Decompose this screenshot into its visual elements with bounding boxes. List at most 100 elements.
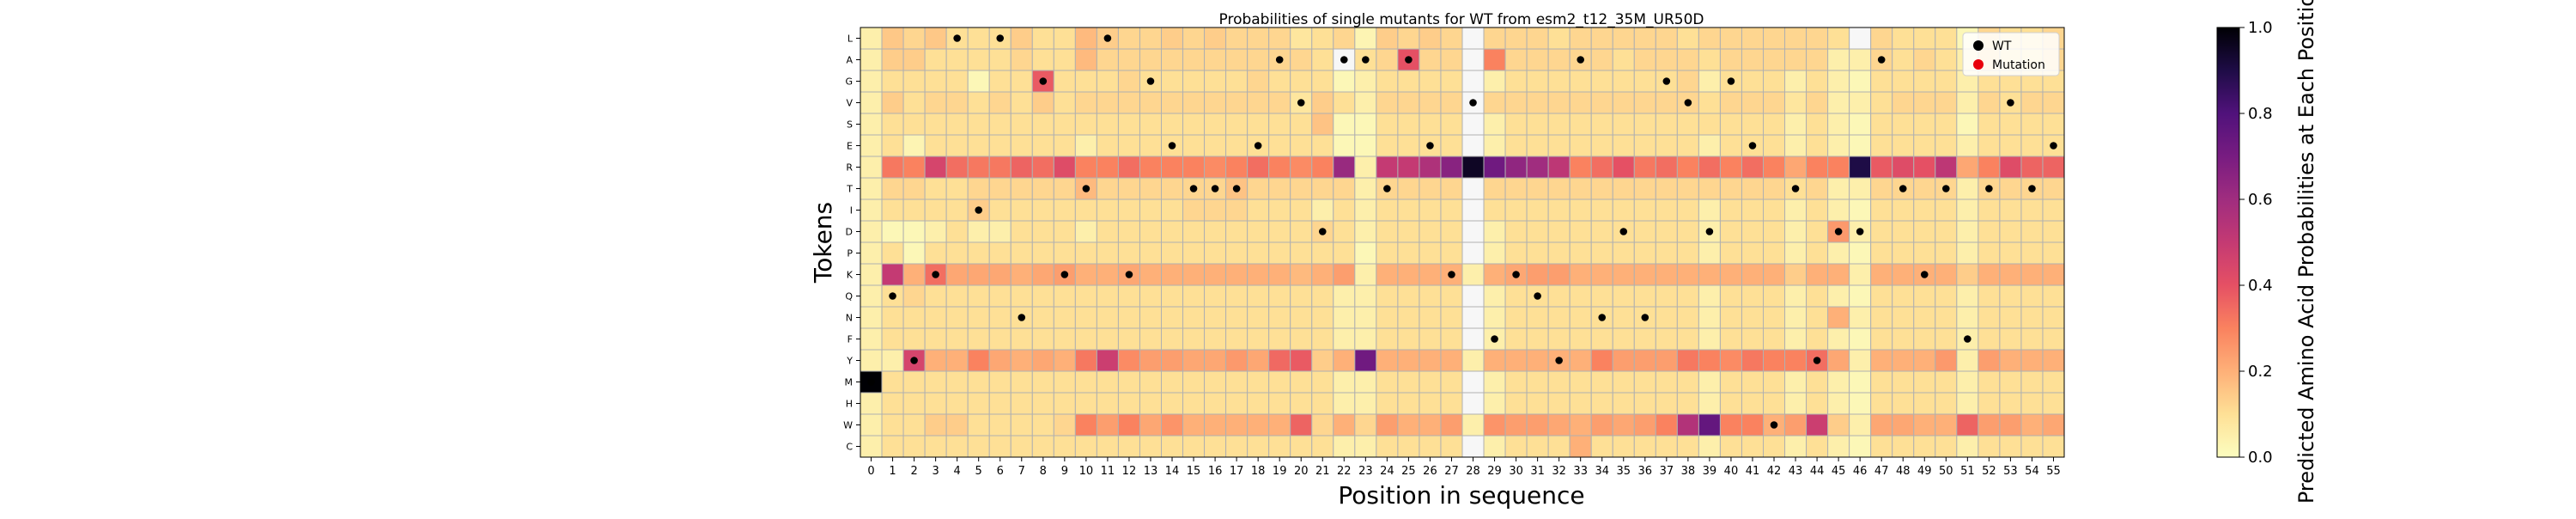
- heatmap-cell: [1676, 370, 1699, 394]
- heatmap-cell: [1526, 327, 1549, 351]
- heatmap-cell: [1504, 198, 1528, 222]
- heatmap-cell: [1978, 327, 2001, 351]
- heatmap-cell: [1676, 327, 1699, 351]
- heatmap-cell: [1247, 113, 1270, 136]
- heatmap-cell: [1763, 284, 1786, 308]
- legend-label: WT: [1992, 40, 2012, 53]
- heatmap-cell: [1074, 113, 1097, 136]
- heatmap-cell: [1827, 70, 1850, 93]
- heatmap-cell: [1827, 306, 1850, 329]
- heatmap-cell: [945, 349, 969, 372]
- heatmap-cell: [1633, 48, 1656, 71]
- heatmap-cell: [1182, 27, 1206, 50]
- heatmap-cell: [1590, 327, 1613, 351]
- heatmap-cell: [1999, 413, 2022, 437]
- heatmap-cell: [967, 370, 990, 394]
- heatmap-cell: [1978, 435, 2001, 458]
- y-tick-label: L: [848, 34, 854, 45]
- heatmap-cell: [1504, 327, 1528, 351]
- heatmap-cell: [967, 327, 990, 351]
- heatmap-cell: [1311, 284, 1334, 308]
- y-tick-label: R: [846, 162, 853, 174]
- heatmap-cell: [1397, 113, 1420, 136]
- heatmap-cell: [1161, 70, 1184, 93]
- heatmap-cell: [1569, 241, 1592, 265]
- heatmap-cell: [1419, 413, 1442, 437]
- heatmap-cell: [1935, 392, 1958, 415]
- heatmap-cell: [1741, 435, 1764, 458]
- heatmap-cell: [1741, 113, 1764, 136]
- heatmap-cell: [2020, 198, 2044, 222]
- heatmap-cell: [1333, 284, 1356, 308]
- heatmap-cell: [1655, 263, 1678, 286]
- heatmap-cell: [1483, 284, 1506, 308]
- heatmap-cell: [1935, 327, 1958, 351]
- heatmap-cell: [1741, 327, 1764, 351]
- heatmap-cell: [1763, 91, 1786, 114]
- heatmap-cell: [1311, 91, 1334, 114]
- heatmap-cell: [1483, 220, 1506, 243]
- heatmap-cell: [1053, 198, 1076, 222]
- heatmap-cell: [902, 134, 926, 157]
- heatmap-cell: [1612, 392, 1635, 415]
- heatmap-cell: [1354, 220, 1377, 243]
- heatmap-cell: [1806, 241, 1829, 265]
- heatmap-cell: [1397, 70, 1420, 93]
- heatmap-cell: [1139, 306, 1162, 329]
- heatmap-cell: [1354, 27, 1377, 50]
- heatmap-cell: [1999, 241, 2022, 265]
- x-tick-label: 10: [1079, 465, 1094, 478]
- heatmap-cell: [1612, 306, 1635, 329]
- heatmap-cell: [1849, 113, 1872, 136]
- heatmap-cell: [1892, 70, 1915, 93]
- heatmap-cell: [1504, 27, 1528, 50]
- heatmap-cell: [1031, 198, 1054, 222]
- heatmap-cell: [1419, 113, 1442, 136]
- heatmap-cell: [1440, 349, 1463, 372]
- heatmap-cell: [1461, 327, 1485, 351]
- heatmap-cell: [988, 48, 1012, 71]
- heatmap-cell: [1397, 327, 1420, 351]
- wt-marker: [1770, 421, 1778, 429]
- heatmap-cell: [1999, 113, 2022, 136]
- heatmap-cell: [1849, 392, 1872, 415]
- heatmap-cell: [1311, 413, 1334, 437]
- heatmap-cell: [1698, 349, 1721, 372]
- heatmap-cell: [1935, 413, 1958, 437]
- heatmap-cell: [1204, 134, 1227, 157]
- heatmap-cell: [1633, 435, 1656, 458]
- heatmap-cell: [1827, 198, 1850, 222]
- heatmap-cell: [1676, 27, 1699, 50]
- heatmap-cell: [1763, 220, 1786, 243]
- x-tick-label: 36: [1638, 465, 1653, 478]
- heatmap-cell: [1569, 435, 1592, 458]
- heatmap-cell: [1354, 134, 1377, 157]
- heatmap-cell: [1182, 327, 1206, 351]
- heatmap-cell: [1333, 306, 1356, 329]
- heatmap-cell: [2020, 241, 2044, 265]
- heatmap-cell: [881, 306, 904, 329]
- heatmap-cell: [1096, 263, 1119, 286]
- heatmap-cell: [1225, 435, 1249, 458]
- heatmap-cell: [1311, 435, 1334, 458]
- heatmap-cell: [1698, 413, 1721, 437]
- heatmap-cell: [1225, 134, 1249, 157]
- heatmap-cell: [1333, 177, 1356, 200]
- heatmap-cell: [1870, 284, 1893, 308]
- heatmap-cell: [2042, 349, 2065, 372]
- heatmap-cell: [1763, 198, 1786, 222]
- heatmap-cell: [1526, 70, 1549, 93]
- heatmap-cell: [1913, 113, 1936, 136]
- heatmap-cell: [1074, 48, 1097, 71]
- heatmap-cell: [860, 198, 883, 222]
- heatmap-cell: [988, 263, 1012, 286]
- heatmap-cell: [1849, 91, 1872, 114]
- heatmap-cell: [1247, 48, 1270, 71]
- heatmap-cell: [1526, 349, 1549, 372]
- heatmap-cell: [1827, 113, 1850, 136]
- heatmap-cell: [1784, 263, 1807, 286]
- wt-marker: [1856, 228, 1864, 235]
- heatmap-cell: [1204, 198, 1227, 222]
- heatmap-cell: [1397, 349, 1420, 372]
- heatmap-cell: [1913, 392, 1936, 415]
